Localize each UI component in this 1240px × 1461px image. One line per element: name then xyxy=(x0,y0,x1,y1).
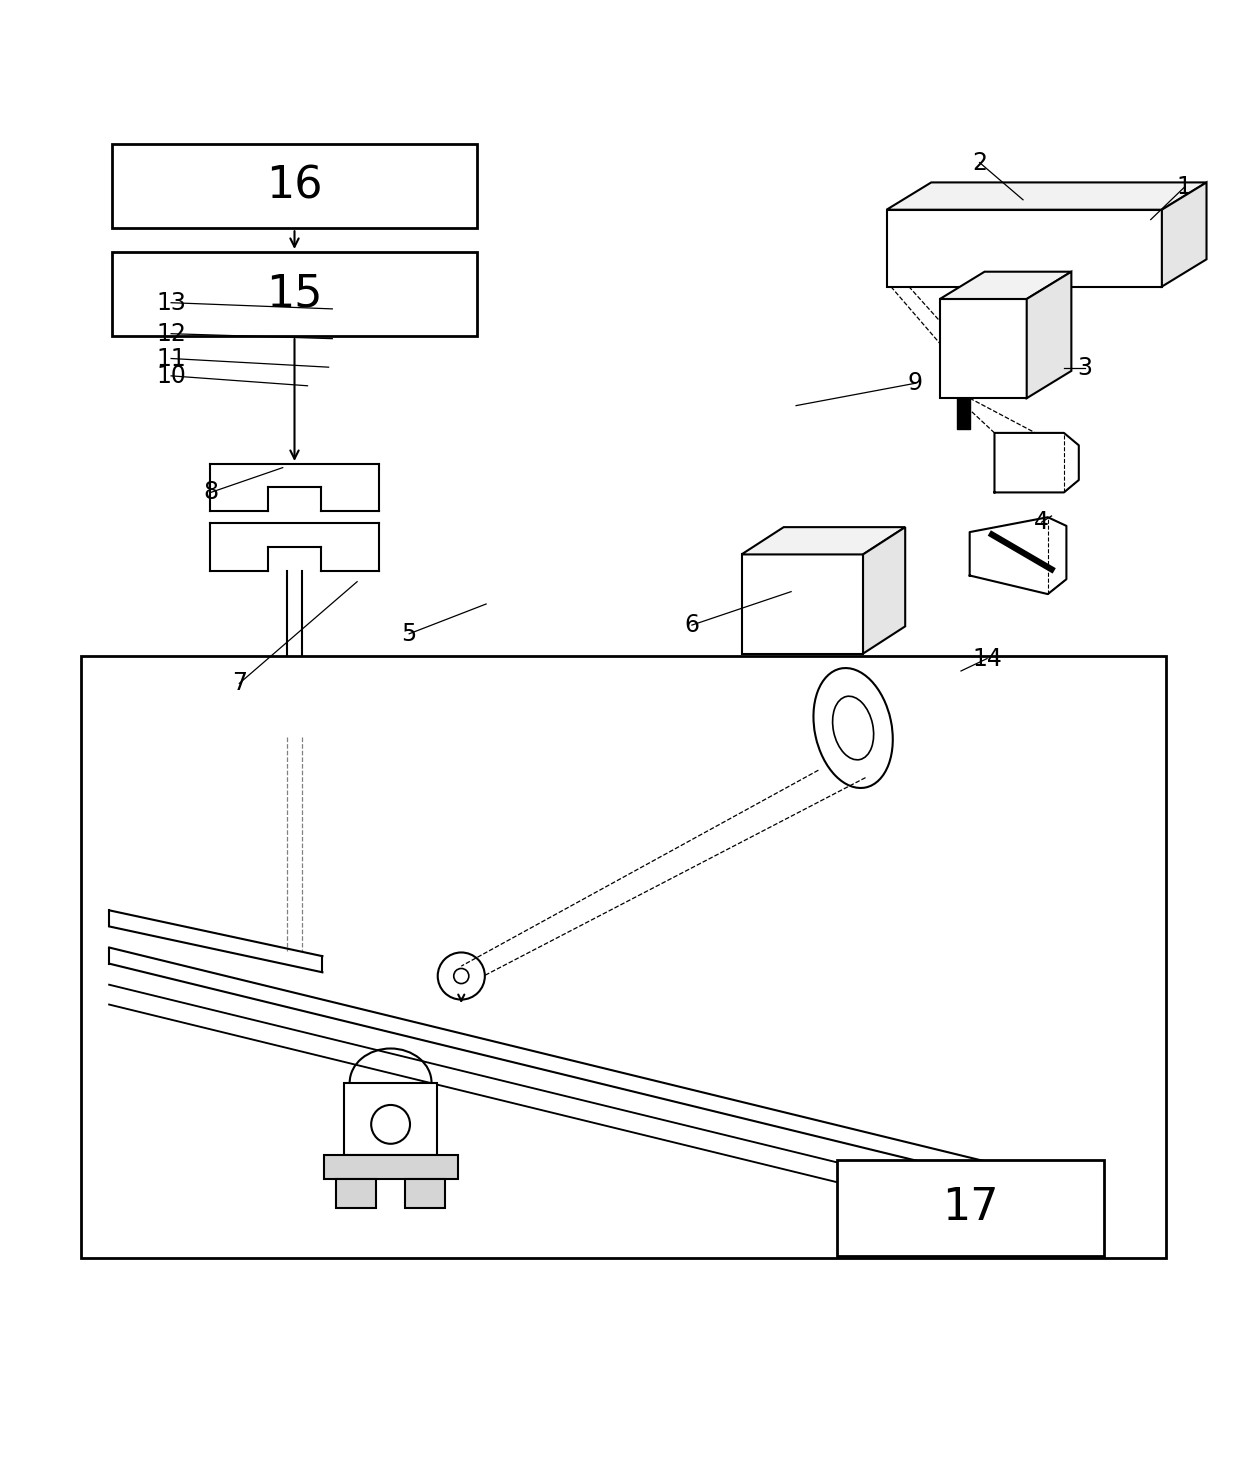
Text: 16: 16 xyxy=(267,165,322,207)
Text: 1: 1 xyxy=(1177,175,1192,199)
Bar xyxy=(345,1083,438,1154)
Text: 6: 6 xyxy=(684,614,699,637)
Bar xyxy=(81,656,1166,1258)
Polygon shape xyxy=(863,527,905,653)
Text: 2: 2 xyxy=(972,150,987,174)
Text: 7: 7 xyxy=(232,672,247,695)
Polygon shape xyxy=(887,210,1162,286)
Polygon shape xyxy=(1162,183,1207,286)
Text: 12: 12 xyxy=(156,321,186,346)
Text: 3: 3 xyxy=(1078,356,1092,380)
Text: 17: 17 xyxy=(942,1186,998,1229)
Polygon shape xyxy=(1027,272,1071,399)
Bar xyxy=(112,145,477,228)
Bar xyxy=(336,1179,376,1208)
Text: 15: 15 xyxy=(267,273,322,316)
Text: 5: 5 xyxy=(402,622,417,646)
Bar xyxy=(837,1160,1104,1256)
Bar xyxy=(324,1154,458,1179)
Polygon shape xyxy=(887,183,1207,210)
Text: 14: 14 xyxy=(972,647,1002,671)
Bar xyxy=(112,251,477,336)
Text: 9: 9 xyxy=(908,371,923,396)
Text: 8: 8 xyxy=(203,481,218,504)
Polygon shape xyxy=(940,300,1027,399)
Text: 10: 10 xyxy=(156,364,186,387)
Polygon shape xyxy=(742,527,905,554)
Polygon shape xyxy=(940,272,1071,300)
Polygon shape xyxy=(742,554,863,653)
Bar xyxy=(405,1179,445,1208)
Text: 13: 13 xyxy=(156,291,186,314)
Text: 11: 11 xyxy=(156,346,186,371)
Text: 4: 4 xyxy=(1034,510,1049,535)
